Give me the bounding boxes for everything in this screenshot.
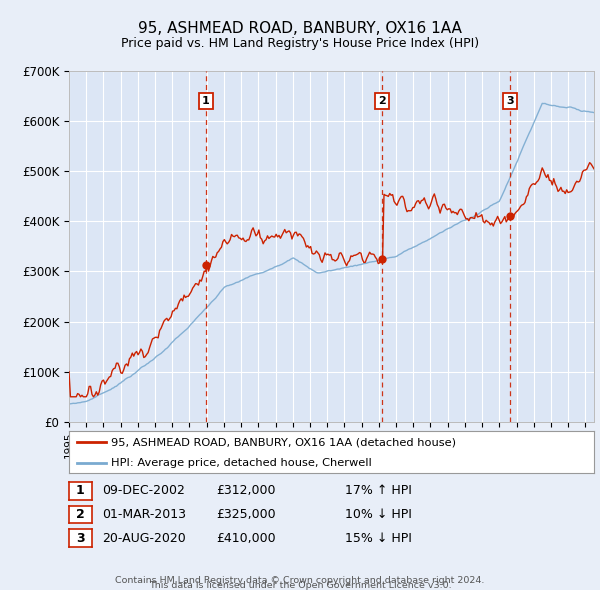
Text: HPI: Average price, detached house, Cherwell: HPI: Average price, detached house, Cher… (111, 458, 372, 467)
Text: 15% ↓ HPI: 15% ↓ HPI (345, 532, 412, 545)
Text: 95, ASHMEAD ROAD, BANBURY, OX16 1AA: 95, ASHMEAD ROAD, BANBURY, OX16 1AA (138, 21, 462, 35)
Text: 01-MAR-2013: 01-MAR-2013 (102, 508, 186, 521)
Text: 10% ↓ HPI: 10% ↓ HPI (345, 508, 412, 521)
Text: 2: 2 (378, 96, 386, 106)
Text: £325,000: £325,000 (216, 508, 275, 521)
Text: 95, ASHMEAD ROAD, BANBURY, OX16 1AA (detached house): 95, ASHMEAD ROAD, BANBURY, OX16 1AA (det… (111, 437, 456, 447)
Text: 1: 1 (202, 96, 209, 106)
Text: 3: 3 (506, 96, 514, 106)
Text: 09-DEC-2002: 09-DEC-2002 (102, 484, 185, 497)
Text: £312,000: £312,000 (216, 484, 275, 497)
Text: 20-AUG-2020: 20-AUG-2020 (102, 532, 186, 545)
Text: 3: 3 (76, 532, 85, 545)
Text: 1: 1 (76, 484, 85, 497)
Text: 2: 2 (76, 508, 85, 521)
Text: Contains HM Land Registry data © Crown copyright and database right 2024.: Contains HM Land Registry data © Crown c… (115, 576, 485, 585)
Text: Price paid vs. HM Land Registry's House Price Index (HPI): Price paid vs. HM Land Registry's House … (121, 37, 479, 50)
Text: 17% ↑ HPI: 17% ↑ HPI (345, 484, 412, 497)
Text: This data is licensed under the Open Government Licence v3.0.: This data is licensed under the Open Gov… (149, 581, 451, 590)
Text: £410,000: £410,000 (216, 532, 275, 545)
